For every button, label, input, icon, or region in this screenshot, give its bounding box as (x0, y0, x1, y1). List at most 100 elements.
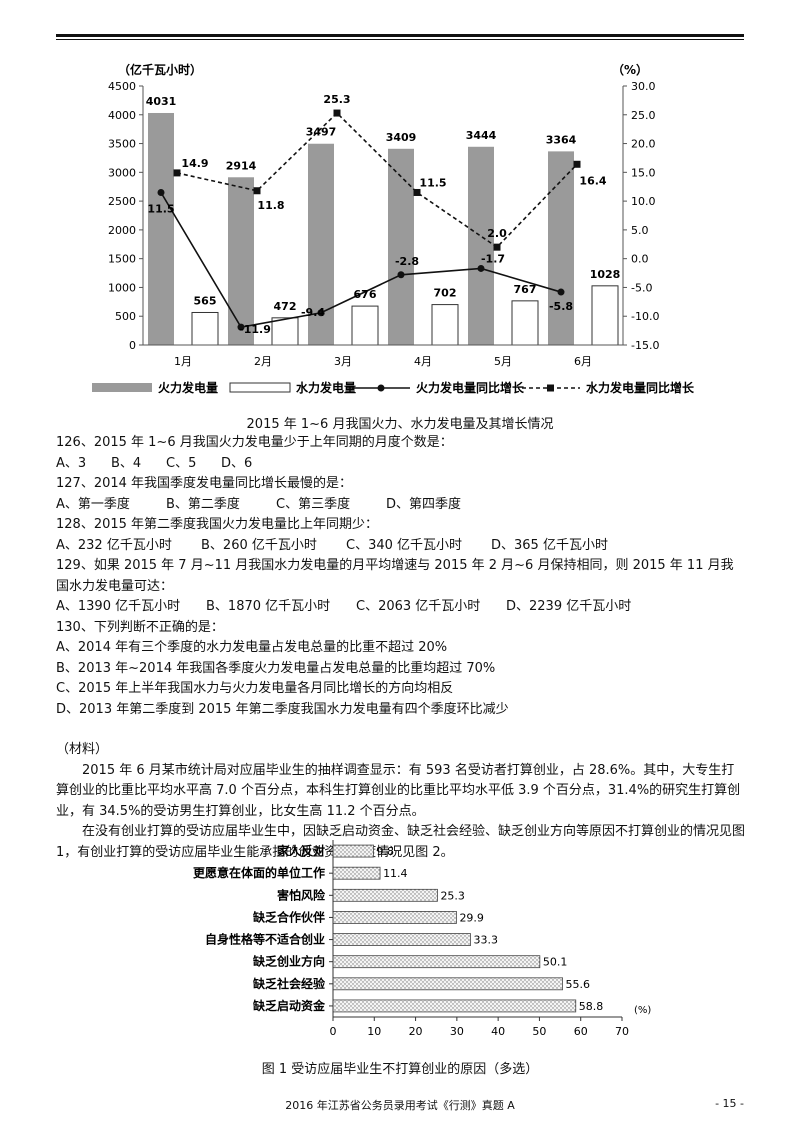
hydro-growth-point (333, 109, 341, 117)
category-label: 自身性格等不适合创业 (205, 932, 325, 947)
no-startup-reasons-chart: 9.8 11.4 25.3 29.9 33.3 50.1 55.6 58.8 0 10 20 30 4… (193, 840, 651, 1035)
reason-bar-label: 58.8 (579, 1000, 604, 1013)
left-tick-label: 4000 (108, 109, 136, 122)
hydro-growth-point (573, 160, 581, 168)
x-tick-label: 0 (330, 1025, 337, 1035)
material-block: （材料） 2015 年 6 月某市统计局对应届毕业生的抽样调查显示：有 593 … (56, 740, 746, 863)
question-126-options: A、3 B、4 C、5 D、6 (56, 454, 746, 475)
hydro-growth-label: 25.3 (323, 93, 350, 106)
left-tick-label: 3500 (108, 138, 136, 151)
material-paragraph-1: 2015 年 6 月某市统计局对应届毕业生的抽样调查显示：有 593 名受访者打… (56, 762, 741, 819)
reason-bar-label: 50.1 (543, 956, 568, 969)
x-tick-label: 40 (491, 1025, 505, 1035)
thermal-bar-label: 2914 (226, 159, 257, 172)
option-d: D、2239 亿千瓦小时 (506, 599, 632, 614)
option-c: C、第三季度 (276, 496, 351, 512)
hydro-bar (351, 305, 379, 346)
option-d: D、6 (221, 455, 253, 471)
left-axis-unit: （亿千瓦小时） (118, 62, 202, 77)
x-tick-label: 6月 (574, 355, 592, 368)
hydro-bar-label: 1028 (590, 268, 621, 281)
x-tick-label: 30 (450, 1025, 464, 1035)
question-130-option-c: C、2015 年上半年我国水力与火力发电量各月同比增长的方向均相反 (56, 681, 454, 696)
thermal-bar-label: 3409 (386, 131, 417, 144)
category-label: 缺乏合作伙伴 (253, 909, 325, 924)
footer-title: 2016 年江苏省公务员录用考试《行测》真题 A (285, 1099, 515, 1112)
thermal-bar-label: 3497 (306, 126, 337, 139)
thermal-bar-label: 3364 (546, 133, 577, 146)
hydro-growth-label: 2.0 (487, 227, 507, 240)
reason-bar (332, 888, 438, 902)
hydro-growth-label: 14.9 (181, 157, 208, 170)
thermal-growth-label: 11.5 (147, 202, 174, 215)
thermal-growth-point (157, 188, 165, 196)
question-130-option-b: B、2013 年~2014 年我国各季度火力发电量占发电总量的比重均超过 70% (56, 660, 496, 676)
option-d: D、第四季度 (386, 496, 462, 512)
reason-bar-label: 9.8 (376, 845, 394, 858)
thermal-bar-label: 4031 (146, 95, 177, 108)
x-tick-label: 60 (574, 1025, 588, 1035)
thermal-growth-label: -1.7 (481, 252, 505, 265)
thermal-growth-label: -2.8 (395, 255, 419, 268)
option-c: C、2063 亿千瓦小时 (356, 599, 481, 614)
option-a: A、232 亿千瓦小时 (56, 537, 172, 553)
left-tick-label: 2000 (108, 224, 136, 237)
legend-hydro-label: 水力发电量 (296, 380, 356, 395)
reason-bar-label: 55.6 (566, 978, 591, 991)
hydro-growth-line (176, 111, 578, 249)
left-tick-label: 500 (115, 310, 136, 323)
option-b: B、第二季度 (166, 496, 240, 512)
legend-thermal-label: 火力发电量 (158, 380, 218, 395)
question-129-stem: 129、如果 2015 年 7 月~11 月我国水力发电量的月平均增速与 201… (56, 558, 734, 594)
reason-bar-label: 25.3 (440, 889, 465, 902)
question-130-option-a: A、2014 年有三个季度的水力发电量占发电总量的比重不超过 20% (56, 640, 448, 655)
left-tick-label: 4500 (108, 80, 136, 93)
thermal-bar (548, 151, 574, 345)
question-128-options: A、232 亿千瓦小时 B、260 亿千瓦小时 C、340 亿千瓦小时 D、365 亿… (56, 536, 746, 557)
thermal-bar (148, 112, 174, 345)
x-tick-label: 1月 (174, 355, 192, 368)
hydro-growth-label: 11.8 (257, 199, 284, 212)
hydro-bar-label: 767 (514, 283, 537, 296)
thermal-growth-line (160, 192, 562, 329)
chart2-caption: 图 1 受访应届毕业生不打算创业的原因（多选） (261, 1062, 539, 1077)
right-tick-label: -15.0 (631, 339, 659, 352)
right-tick-label: 25.0 (631, 109, 656, 122)
x-tick-label: 50 (532, 1025, 546, 1035)
x-tick-label: 2月 (254, 355, 272, 368)
x-tick-label: 4月 (414, 355, 432, 368)
thermal-growth-point (477, 264, 485, 272)
chart1-caption: 2015 年 1~6 月我国火力、水力发电量及其增长情况 (246, 417, 554, 432)
power-generation-chart: （亿千瓦小时） （%） 4031 2914 3497 3409 3444 3364 565 4… (92, 62, 695, 395)
left-tick-label: 3000 (108, 166, 136, 179)
reason-bar (332, 844, 374, 858)
x-tick-label: 10 (367, 1025, 381, 1035)
x-tick-label: 5月 (494, 355, 512, 368)
thermal-bar-label: 3444 (466, 129, 497, 142)
hydro-growth-point (413, 188, 421, 196)
left-tick-label: 0 (129, 339, 136, 352)
legend-hydro-growth-label: 水力发电量同比增长 (586, 380, 695, 395)
option-a: A、1390 亿千瓦小时 (56, 599, 181, 614)
thermal-growth-point (557, 288, 565, 296)
thermal-growth-point (397, 271, 405, 279)
right-tick-label: 20.0 (631, 138, 656, 151)
right-tick-label: 30.0 (631, 80, 656, 93)
reason-bar (332, 866, 381, 880)
question-127-options: A、第一季度 B、第二季度 C、第三季度 D、第四季度 (56, 495, 746, 516)
x-tick-label: 3月 (334, 355, 352, 368)
right-tick-label: -5.0 (631, 281, 652, 294)
reason-bar-label: 33.3 (473, 934, 498, 947)
left-tick-label: 2500 (108, 195, 136, 208)
thermal-growth-point (237, 323, 245, 331)
thermal-bar (468, 146, 494, 345)
hydro-growth-point (253, 187, 261, 195)
option-b: B、1870 亿千瓦小时 (206, 599, 331, 614)
x-axis-unit: (%) (634, 1005, 651, 1016)
thermal-bar (228, 177, 254, 345)
right-tick-label: 15.0 (631, 166, 656, 179)
option-d: D、365 亿千瓦小时 (491, 537, 608, 553)
thermal-bar (388, 148, 414, 345)
reason-bar-label: 29.9 (459, 911, 484, 924)
question-129-options: A、1390 亿千瓦小时 B、1870 亿千瓦小时 C、2063 亿千瓦小时 D、22… (56, 597, 746, 618)
